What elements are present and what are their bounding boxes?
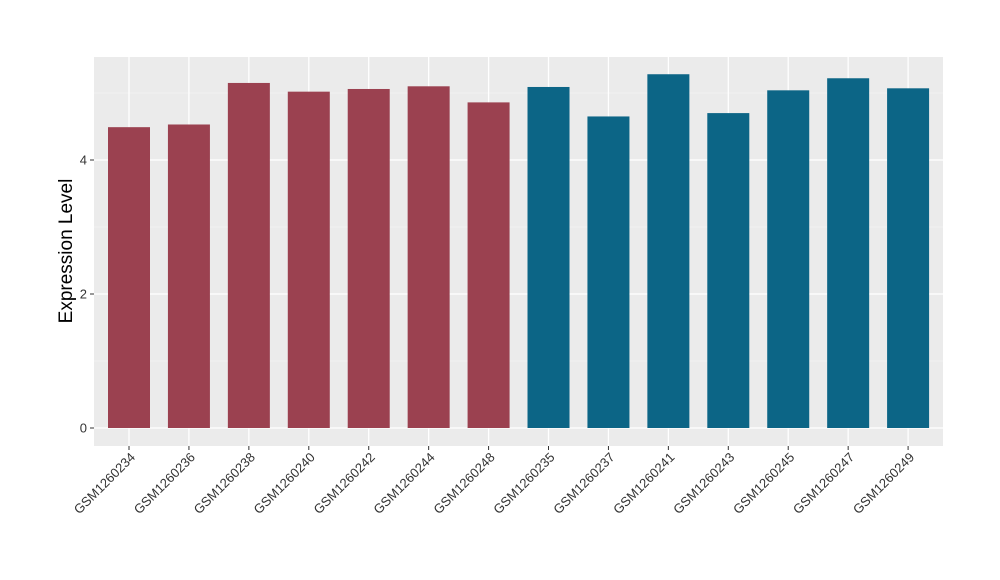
y-tick-label: 0 (80, 421, 87, 436)
x-tick-label: GSM1260248 (430, 450, 497, 517)
bar-gsm1260243 (707, 113, 750, 428)
plot-panel (94, 57, 943, 446)
bar-gsm1260241 (647, 74, 690, 429)
x-tick-label: GSM1260241 (610, 450, 677, 517)
y-tick-label: 2 (80, 287, 87, 302)
bar-gsm1260242 (347, 88, 390, 428)
x-tick-label: GSM1260238 (191, 450, 258, 517)
x-tick-label: GSM1260245 (730, 450, 797, 517)
bar-gsm1260238 (227, 82, 270, 428)
y-tick-label: 4 (80, 153, 87, 168)
y-axis-title: Expression Level (56, 179, 77, 324)
x-axis: GSM1260234GSM1260236GSM1260238GSM1260240… (71, 446, 917, 517)
bar-gsm1260240 (287, 91, 330, 428)
bar-gsm1260244 (407, 86, 450, 429)
bar-gsm1260245 (767, 90, 810, 428)
y-axis: 0 2 4 (80, 153, 94, 436)
bar-gsm1260237 (587, 116, 630, 428)
bar-gsm1260234 (108, 127, 150, 429)
x-tick-label: GSM1260242 (311, 450, 378, 517)
bar-gsm1260236 (167, 124, 210, 429)
bar-gsm1260235 (527, 86, 570, 428)
x-tick-label: GSM1260236 (131, 450, 198, 517)
x-tick-label: GSM1260243 (670, 450, 737, 517)
x-tick-label: GSM1260247 (790, 450, 857, 517)
x-tick-label: GSM1260234 (71, 450, 138, 517)
x-tick-label: GSM1260244 (370, 450, 437, 517)
bars (108, 74, 930, 429)
bar-gsm1260247 (827, 78, 870, 428)
bar-gsm1260248 (467, 102, 510, 428)
x-tick-label: GSM1260235 (490, 450, 557, 517)
x-tick-label: GSM1260249 (850, 450, 917, 517)
x-tick-label: GSM1260237 (550, 450, 617, 517)
x-tick-label: GSM1260240 (251, 450, 318, 517)
bar-gsm1260249 (887, 88, 930, 428)
